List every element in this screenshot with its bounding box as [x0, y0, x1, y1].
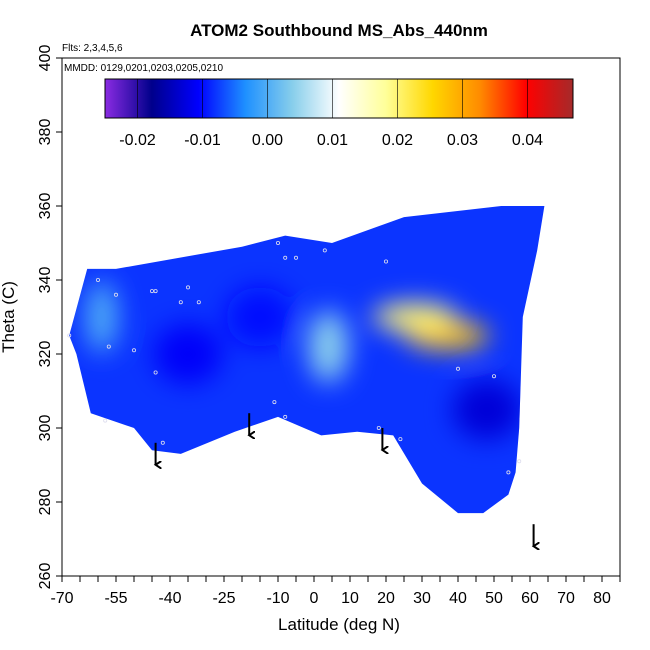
x-tick-label: 50: [485, 590, 503, 607]
sample-point: [283, 414, 288, 419]
x-tick-label: 40: [449, 590, 467, 607]
x-tick-label: 20: [377, 590, 395, 607]
x-tick-label: 60: [521, 590, 539, 607]
y-tick-label: 280: [37, 489, 54, 516]
y-axis-label: Theta (C): [0, 281, 18, 353]
sample-point: [185, 285, 190, 290]
dates-annotation: MMDD: 0129,0201,0203,0205,0210: [64, 63, 223, 74]
colorbar-tick-label: -0.01: [184, 132, 221, 149]
sample-point: [106, 344, 111, 349]
sample-point: [153, 289, 158, 294]
sample-point: [96, 277, 101, 282]
x-tick-label: -40: [158, 590, 181, 607]
sample-point: [517, 459, 522, 464]
flights-annotation: Flts: 2,3,4,5,6: [62, 43, 123, 54]
y-tick-label: 260: [37, 563, 54, 590]
sample-point: [131, 348, 136, 353]
x-tick-label: 30: [413, 590, 431, 607]
sample-point: [293, 255, 298, 260]
field-feature-high: [372, 303, 457, 331]
field-feature-low: [154, 324, 222, 384]
sample-point: [196, 300, 201, 305]
sample-point: [160, 440, 165, 445]
sample-point: [103, 418, 108, 423]
colorbar-tick-label: 0.03: [447, 132, 478, 149]
sample-point: [275, 240, 280, 245]
chart-title: ATOM2 Southbound MS_Abs_440nm: [190, 21, 488, 40]
x-axis-label: Latitude (deg N): [278, 615, 400, 634]
colorbar-tick-label: -0.02: [119, 132, 156, 149]
sample-point: [491, 374, 496, 379]
sample-point: [398, 437, 403, 442]
x-tick-label: -25: [212, 590, 235, 607]
field-feature-moderate: [308, 310, 349, 383]
x-tick-label: 80: [593, 590, 611, 607]
sample-point: [272, 400, 277, 405]
x-tick-label: -55: [104, 590, 127, 607]
sample-point: [283, 255, 288, 260]
sample-point: [455, 366, 460, 371]
plot-frame: [61, 57, 621, 577]
arrow-markers: [156, 413, 534, 546]
field-feature-low: [452, 379, 521, 440]
field-feature-moderate: [85, 281, 118, 353]
x-tick-label: -10: [266, 590, 289, 607]
y-tick-label: 380: [37, 119, 54, 146]
y-tick-label: 340: [37, 267, 54, 294]
y-tick-label: 400: [37, 45, 54, 72]
x-tick-label: 10: [341, 590, 359, 607]
x-axis: -70 -55 -40 -25 -10 0 10 20 30 40 50 60 70 80: [50, 576, 621, 607]
field-feature-low: [226, 287, 294, 347]
sample-point: [383, 259, 388, 264]
sample-point: [506, 470, 511, 475]
x-tick-label: 70: [557, 590, 575, 607]
colorbar-tick-label: 0.00: [252, 132, 283, 149]
field-blobs: [85, 281, 521, 440]
colorbar-gradient: [104, 78, 574, 119]
sample-point: [149, 289, 154, 294]
sample-point: [153, 370, 158, 375]
colorbar-tick-label: 0.02: [382, 132, 413, 149]
sample-point: [376, 425, 381, 430]
colorbar-tick-label: 0.01: [317, 132, 348, 149]
sample-point: [178, 300, 183, 305]
sample-point: [322, 248, 327, 253]
y-tick-label: 320: [37, 341, 54, 368]
sample-points: [67, 240, 522, 475]
x-tick-label: 0: [310, 590, 319, 607]
colorbar: -0.02 -0.01 0.00 0.01 0.02 0.03 0.04: [104, 78, 574, 149]
y-axis: 260 280 300 320 340 360 380 400: [37, 45, 62, 590]
colorbar-tick-label: 0.04: [512, 132, 543, 149]
x-tick-label: -70: [50, 590, 73, 607]
y-tick-label: 360: [37, 193, 54, 220]
sample-point: [114, 292, 119, 297]
sample-point: [67, 333, 72, 338]
y-tick-label: 300: [37, 415, 54, 442]
